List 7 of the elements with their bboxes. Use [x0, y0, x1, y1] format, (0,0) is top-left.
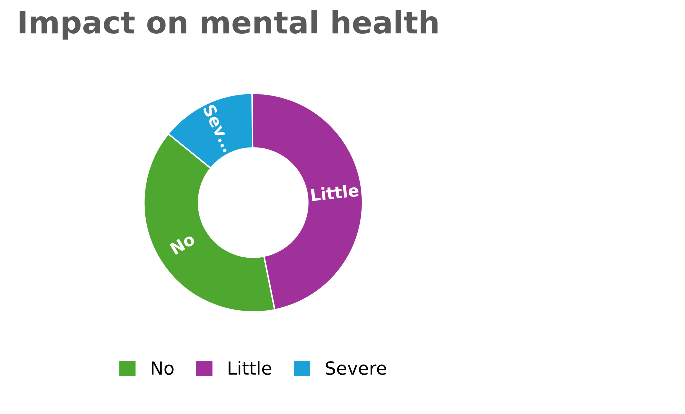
legend-label: No: [152, 362, 174, 376]
slice-label: Little: [311, 184, 360, 202]
chart-title: Impact on mental health: [20, 10, 438, 40]
slice-label: No: [170, 232, 196, 256]
legend-label: Severe: [326, 362, 386, 376]
text: Sev…: [202, 104, 227, 153]
legend-label: Little: [228, 361, 272, 376]
